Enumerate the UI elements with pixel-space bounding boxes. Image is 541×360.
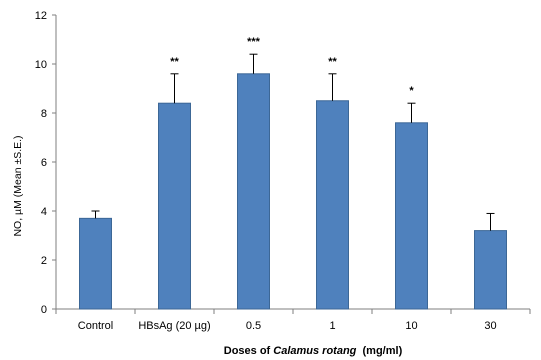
x-axis-label: Doses of Calamus rotang (mg/ml) <box>224 345 403 357</box>
y-tick-label-2: 4 <box>41 206 47 218</box>
significance-label-4: * <box>409 85 414 97</box>
significance-label-2: *** <box>247 36 261 48</box>
x-tick-label-1: HBsAg (20 µg) <box>138 320 210 332</box>
bar-3 <box>316 100 349 310</box>
bar-0 <box>79 217 112 310</box>
significance-label-1: ** <box>170 56 179 68</box>
bar-4 <box>395 122 428 310</box>
y-tick-label-0: 0 <box>41 304 47 316</box>
x-tick-label-0: Control <box>78 320 113 332</box>
y-tick-label-1: 2 <box>41 255 47 267</box>
plot-area: 0 2 4 6 8 10 12 Control ** HBsAg (20 µg) *** 0.5 ** 1… <box>35 10 531 332</box>
bar-2 <box>237 73 270 310</box>
y-tick-label-4: 8 <box>41 108 47 120</box>
bar-1 <box>158 102 191 310</box>
y-axis-label: NO, µM (Mean ±S.E.) <box>12 135 24 236</box>
x-tick-label-4: 10 <box>405 320 417 332</box>
x-tick-label-2: 0.5 <box>246 320 261 332</box>
x-tick-label-5: 30 <box>484 320 496 332</box>
x-axis-label-unit: (mg/ml) <box>356 345 402 357</box>
x-tick-label-3: 1 <box>329 320 335 332</box>
significance-label-3: ** <box>328 56 337 68</box>
y-tick-label-6: 12 <box>35 10 47 22</box>
x-axis-label-species: Calamus rotang <box>273 345 356 357</box>
bar-5 <box>474 230 507 310</box>
y-tick-label-3: 6 <box>41 157 47 169</box>
y-tick-label-5: 10 <box>35 59 47 71</box>
x-axis-label-prefix: Doses of <box>224 345 274 357</box>
